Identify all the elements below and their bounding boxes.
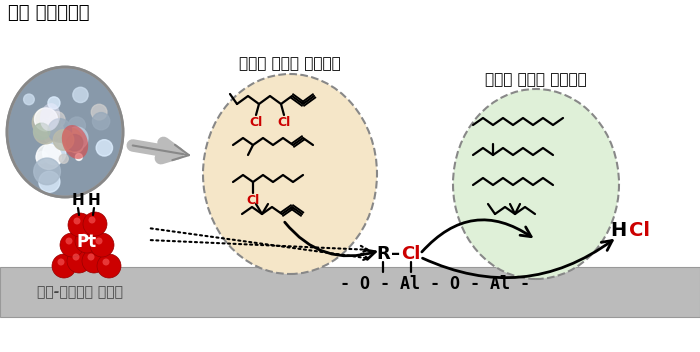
Text: Pt: Pt <box>77 233 97 251</box>
Circle shape <box>67 249 91 273</box>
Text: H: H <box>88 193 100 208</box>
Circle shape <box>68 213 92 237</box>
Ellipse shape <box>453 89 619 279</box>
Circle shape <box>60 233 84 257</box>
Circle shape <box>69 117 85 134</box>
Ellipse shape <box>203 74 377 274</box>
Circle shape <box>40 118 54 132</box>
Circle shape <box>43 142 66 165</box>
Circle shape <box>34 108 57 131</box>
Text: - O - Al - O - Al -: - O - Al - O - Al - <box>340 275 530 293</box>
Text: R: R <box>376 245 390 263</box>
Circle shape <box>97 254 121 278</box>
Circle shape <box>52 254 76 278</box>
Circle shape <box>34 121 57 144</box>
Circle shape <box>83 212 107 236</box>
Circle shape <box>49 78 60 89</box>
Circle shape <box>34 158 60 185</box>
Text: 감마-알루미나 지지체: 감마-알루미나 지지체 <box>37 285 123 299</box>
Circle shape <box>66 238 73 245</box>
Circle shape <box>58 128 82 151</box>
Circle shape <box>65 127 88 150</box>
Text: H: H <box>71 193 85 208</box>
FancyBboxPatch shape <box>0 267 700 317</box>
Circle shape <box>36 151 48 163</box>
Text: Cl: Cl <box>277 117 290 130</box>
Circle shape <box>88 216 95 224</box>
Circle shape <box>91 104 107 120</box>
Circle shape <box>95 238 102 245</box>
Ellipse shape <box>7 67 123 197</box>
Text: 혼합 폐플라스틱: 혼합 폐플라스틱 <box>8 4 90 22</box>
Text: Cl: Cl <box>401 245 421 263</box>
Circle shape <box>80 233 88 240</box>
Circle shape <box>69 138 83 153</box>
Circle shape <box>75 229 99 253</box>
Circle shape <box>102 258 109 265</box>
Circle shape <box>92 113 110 130</box>
Circle shape <box>45 121 56 133</box>
Circle shape <box>53 130 74 150</box>
Text: Cl: Cl <box>629 220 650 239</box>
Circle shape <box>49 112 65 127</box>
Circle shape <box>34 123 50 139</box>
Circle shape <box>90 233 114 257</box>
Circle shape <box>36 144 62 169</box>
Circle shape <box>39 171 60 192</box>
Circle shape <box>48 97 60 109</box>
Text: –: – <box>391 245 400 263</box>
Circle shape <box>60 154 69 163</box>
Text: Cl: Cl <box>246 195 260 207</box>
Circle shape <box>24 94 34 105</box>
Circle shape <box>48 119 71 142</box>
Circle shape <box>44 131 57 143</box>
Circle shape <box>96 140 113 156</box>
Circle shape <box>82 249 106 273</box>
Text: 염소가 포함된 열분해유: 염소가 포함된 열분해유 <box>239 57 341 71</box>
Circle shape <box>47 121 64 138</box>
Ellipse shape <box>62 125 88 159</box>
Circle shape <box>73 253 80 260</box>
Circle shape <box>32 109 60 137</box>
Circle shape <box>66 134 83 151</box>
Circle shape <box>74 218 80 225</box>
Circle shape <box>76 153 83 161</box>
Circle shape <box>73 87 88 102</box>
Text: 염소가 제거된 열분해유: 염소가 제거된 열분해유 <box>485 73 587 88</box>
Text: H: H <box>610 220 626 239</box>
Text: Cl: Cl <box>249 117 262 130</box>
Circle shape <box>57 258 64 265</box>
Ellipse shape <box>40 103 60 131</box>
Circle shape <box>88 253 94 260</box>
